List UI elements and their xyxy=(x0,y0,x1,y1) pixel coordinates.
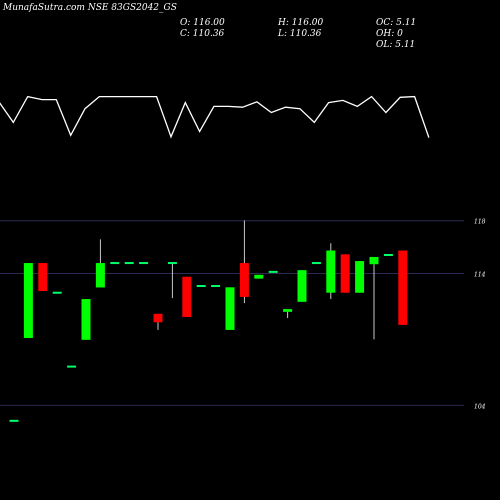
candle-body xyxy=(268,270,278,273)
candle-body xyxy=(383,254,393,257)
candle-body xyxy=(38,263,48,292)
chart-title: MunafaSutra.com NSE 83GS2042_GS xyxy=(3,3,177,13)
candle-body xyxy=(196,285,206,287)
candle-body xyxy=(225,287,235,330)
candle-body xyxy=(239,263,249,297)
candle-layer xyxy=(9,220,408,422)
candle-body xyxy=(95,263,105,288)
candle xyxy=(81,299,91,340)
candle-body xyxy=(81,299,91,340)
candle-body xyxy=(340,254,350,293)
candle-body xyxy=(283,309,293,312)
candle xyxy=(355,261,365,293)
candle xyxy=(67,365,77,368)
candle xyxy=(311,262,321,265)
candle-body xyxy=(254,274,264,279)
grid-layer xyxy=(0,220,464,406)
candle xyxy=(167,262,177,299)
ohlc-open: O: 116.00 xyxy=(180,18,225,28)
candle-body xyxy=(9,419,19,422)
candle xyxy=(254,274,264,279)
candle-body xyxy=(67,365,77,368)
candle xyxy=(110,262,120,265)
ohlc-oh: OH: 0 xyxy=(376,29,403,39)
candle xyxy=(95,239,105,288)
ohlc-ol: OL: 5.11 xyxy=(376,40,416,50)
candle xyxy=(340,254,350,293)
candle-body xyxy=(297,270,307,302)
candle xyxy=(283,309,293,319)
candle-body xyxy=(124,262,134,265)
candle xyxy=(211,285,221,287)
candle xyxy=(297,270,307,302)
y-tick-layer: 118 114 104 xyxy=(474,219,486,411)
y-tick-label: 114 xyxy=(474,271,486,278)
candle-body xyxy=(369,256,379,265)
indicator-line-layer xyxy=(0,95,430,139)
candle-body xyxy=(139,262,149,265)
candle-body xyxy=(23,263,33,338)
candle xyxy=(139,262,149,265)
candle xyxy=(383,254,393,257)
candle xyxy=(225,287,235,330)
candle-body xyxy=(52,291,62,294)
indicator-line xyxy=(0,95,430,139)
ohlc-close: C: 110.36 xyxy=(180,29,225,39)
candle xyxy=(38,263,48,292)
y-tick-label: 104 xyxy=(474,403,486,410)
candle-body xyxy=(326,250,336,293)
candle-body xyxy=(398,250,408,325)
candle xyxy=(326,243,336,300)
candle xyxy=(124,262,134,265)
ohlc-low: L: 110.36 xyxy=(278,29,322,39)
candle xyxy=(23,263,33,338)
candle xyxy=(9,419,19,422)
candle xyxy=(398,250,408,325)
ohlc-high: H: 116.00 xyxy=(278,18,324,28)
candle-body xyxy=(110,262,120,265)
candle xyxy=(52,291,62,294)
candle-body xyxy=(182,276,192,317)
candle-body xyxy=(167,262,177,265)
candle xyxy=(153,313,163,330)
candle xyxy=(196,285,206,287)
candle-body xyxy=(153,313,163,323)
candle xyxy=(369,256,379,340)
candle xyxy=(239,220,249,304)
candle-body xyxy=(311,262,321,265)
y-tick-label: 118 xyxy=(474,219,486,226)
candle xyxy=(182,276,192,317)
candle xyxy=(268,270,278,273)
candle-body xyxy=(355,261,365,293)
ohlc-oc: OC: 5.11 xyxy=(376,18,417,28)
candle-body xyxy=(211,285,221,287)
